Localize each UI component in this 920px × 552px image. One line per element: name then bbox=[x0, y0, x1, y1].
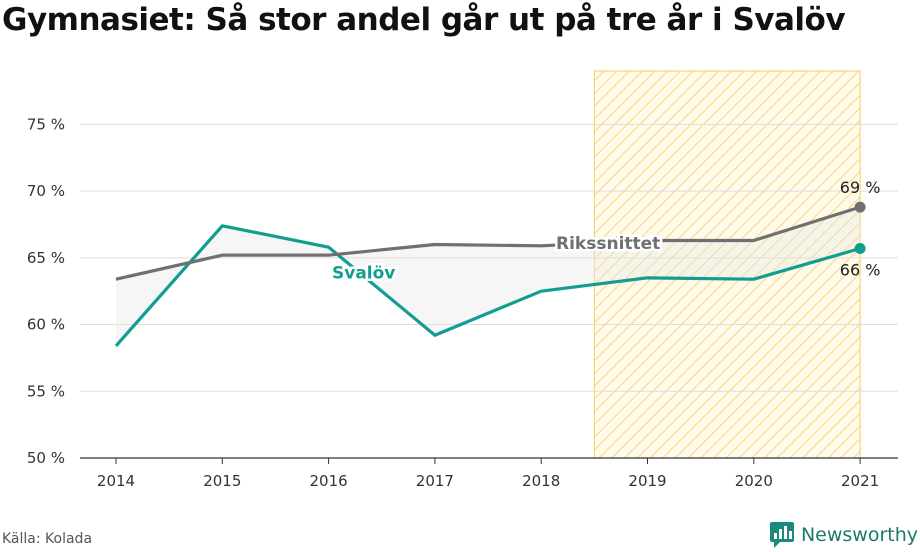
newsworthy-logo-icon bbox=[769, 522, 794, 548]
y-tick-label: 55 % bbox=[27, 382, 65, 400]
chart-title: Gymnasiet: Så stor andel går ut på tre å… bbox=[2, 2, 846, 38]
x-tick-label: 2016 bbox=[310, 472, 348, 490]
x-tick-label: 2020 bbox=[735, 472, 773, 490]
x-tick-label: 2019 bbox=[628, 472, 666, 490]
x-tick-label: 2017 bbox=[416, 472, 454, 490]
svalov-line bbox=[114, 224, 861, 347]
x-tick-label: 2015 bbox=[203, 472, 241, 490]
x-tick-label: 2018 bbox=[522, 472, 560, 490]
y-tick-label: 60 % bbox=[27, 316, 65, 334]
rikssnittet-end-label: 69 % bbox=[840, 178, 881, 197]
rikssnittet-line bbox=[115, 205, 861, 281]
x-tick-label: 2014 bbox=[97, 472, 135, 490]
y-tick-label: 50 % bbox=[27, 449, 65, 467]
rikssnittet-series-label: Rikssnittet bbox=[556, 234, 660, 254]
svalov-end-label: 66 % bbox=[840, 260, 881, 279]
y-tick-label: 65 % bbox=[27, 249, 65, 267]
svalov-end-point bbox=[854, 242, 866, 254]
source-note: Källa: Kolada bbox=[2, 531, 93, 547]
svalov-series-label: Svalöv bbox=[332, 264, 395, 284]
highlight-band bbox=[593, 70, 861, 459]
rikssnittet-end-point bbox=[854, 201, 866, 213]
y-tick-label: 75 % bbox=[27, 115, 65, 133]
x-tick-label: 2021 bbox=[841, 472, 879, 490]
brand-name: Newsworthy bbox=[800, 524, 918, 546]
newsworthy-brand[interactable]: Newsworthy bbox=[769, 520, 918, 550]
y-tick-label: 70 % bbox=[27, 182, 65, 200]
